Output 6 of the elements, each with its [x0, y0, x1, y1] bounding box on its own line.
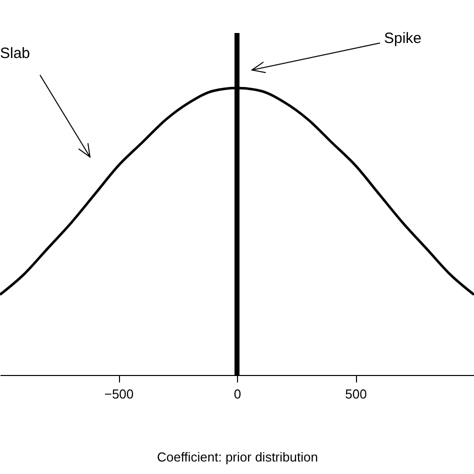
x-tick-label: −500: [104, 386, 134, 402]
x-axis-title: Coefficient: prior distribution: [157, 450, 318, 464]
x-tick-label: 0: [234, 386, 242, 402]
text: Slab: [0, 45, 30, 62]
x-tick-label: 500: [345, 386, 367, 402]
text: Spike: [384, 30, 422, 47]
